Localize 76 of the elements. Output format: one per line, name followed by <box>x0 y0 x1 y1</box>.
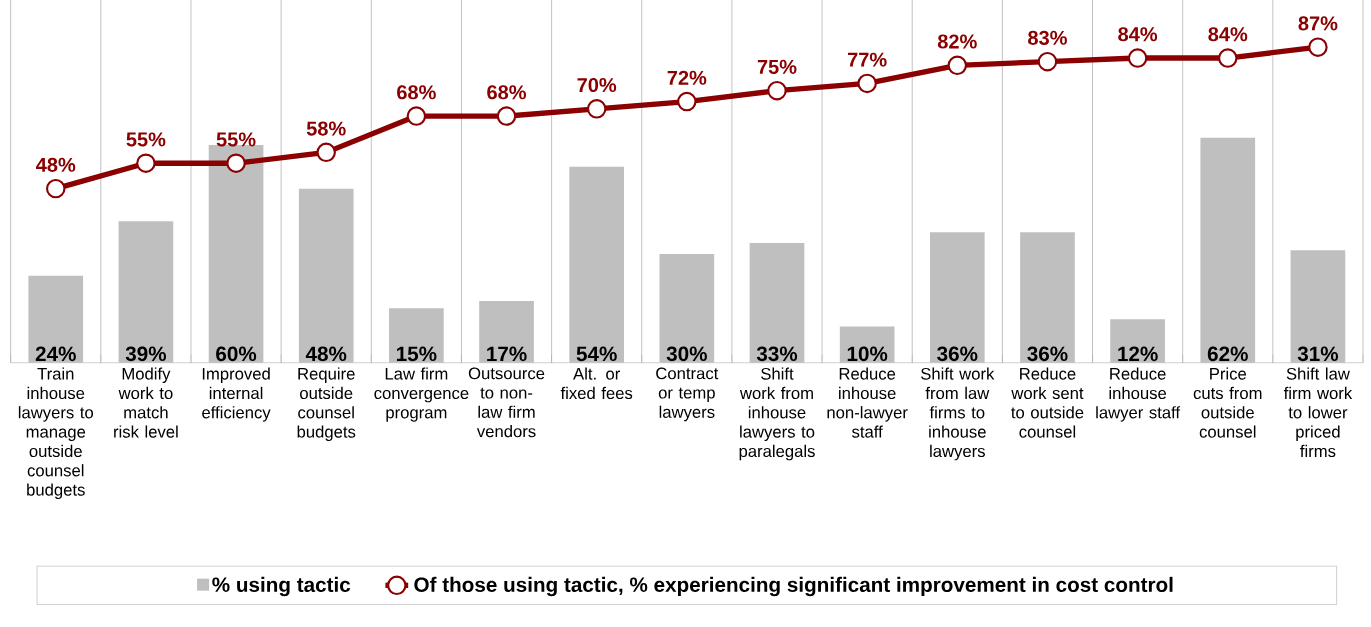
legend-label: Of those using tactic, % experiencing significant improvement in cost control <box>414 576 1173 597</box>
point <box>677 91 697 112</box>
bar <box>659 254 715 363</box>
data-label: 54% <box>576 346 617 362</box>
point <box>1127 48 1148 68</box>
data-label: 15% <box>396 346 437 362</box>
data-label: 30% <box>666 346 707 362</box>
data-label: 84% <box>1118 27 1158 42</box>
data-label: 62% <box>1207 346 1248 362</box>
data-label: 72% <box>667 70 707 85</box>
data-label: 83% <box>1028 30 1067 46</box>
point <box>226 153 246 174</box>
data-label: 77% <box>847 52 887 67</box>
data-label: 36% <box>937 346 978 362</box>
point <box>1218 48 1238 68</box>
bar <box>28 275 84 363</box>
data-label: 60% <box>216 346 257 362</box>
data-label: 82% <box>937 34 977 49</box>
data-label: 10% <box>847 346 888 362</box>
point <box>1308 37 1328 57</box>
data-label: 84% <box>1208 27 1248 42</box>
x-tick-label: Train inhouse lawyers to manage outside counsel budgets <box>18 367 94 500</box>
bar <box>118 221 174 363</box>
bar <box>479 301 534 363</box>
x-tick-label: Contract or temp lawyers <box>656 367 719 422</box>
point <box>496 106 517 126</box>
data-label: 31% <box>1297 346 1339 362</box>
x-tick-label: Improved internal efficiency <box>202 367 271 422</box>
point <box>46 178 66 199</box>
bar <box>1290 250 1346 363</box>
bar <box>1110 319 1165 363</box>
bar <box>749 243 805 363</box>
x-tick-label: Require outside counsel budgets <box>297 367 356 442</box>
bar <box>1020 232 1075 363</box>
bar <box>298 188 354 363</box>
point <box>857 73 877 94</box>
data-label: 75% <box>757 59 797 75</box>
point <box>947 55 968 76</box>
x-tick-label: Reduce work sent to outside counsel <box>1011 367 1084 438</box>
data-label: 39% <box>125 346 167 362</box>
data-label: 48% <box>305 346 347 362</box>
legend-label: % using tactic <box>212 576 351 597</box>
point <box>586 99 607 119</box>
data-label: 70% <box>577 78 617 93</box>
point <box>406 106 427 126</box>
bar <box>1200 137 1256 363</box>
data-label: 55% <box>126 132 166 147</box>
x-tick-label: Reduce inhouse lawyer staff <box>1096 367 1181 422</box>
data-label: 24% <box>35 346 76 362</box>
data-label: 17% <box>487 346 527 362</box>
x-tick-label: Modify work to match risk level <box>114 367 178 438</box>
x-tick-label: Law firm convergence program <box>374 367 469 422</box>
x-tick-label: Reduce inhouse non-lawyer staff <box>827 367 908 438</box>
x-tick-label: Price cuts from outside counsel <box>1193 367 1262 438</box>
data-label: 68% <box>487 85 527 100</box>
x-tick-label: Outsource to non-law firm vendors <box>468 367 545 438</box>
bar <box>208 145 264 363</box>
x-tick-label: Alt. or fixed fees <box>560 367 633 400</box>
bar <box>929 232 985 363</box>
data-label: 55% <box>216 132 256 147</box>
bar <box>389 308 444 363</box>
data-label: 12% <box>1118 346 1158 362</box>
point <box>136 153 156 174</box>
x-tick-label: Shift law firm work to lower priced firms <box>1283 367 1353 458</box>
point <box>1037 52 1058 72</box>
x-tick-label: Shift work from inhouse lawyers to paralegals <box>739 367 815 461</box>
data-label: 58% <box>306 121 346 136</box>
data-label: 48% <box>36 157 76 172</box>
data-label: 33% <box>756 346 798 362</box>
data-label: 87% <box>1298 16 1338 31</box>
data-label: 36% <box>1027 346 1068 362</box>
point <box>316 142 336 163</box>
x-tick-label: Shift work from law firms to inhouse lawyers <box>921 367 995 461</box>
bar <box>569 166 625 363</box>
point <box>767 81 787 101</box>
data-label: 68% <box>397 85 436 100</box>
